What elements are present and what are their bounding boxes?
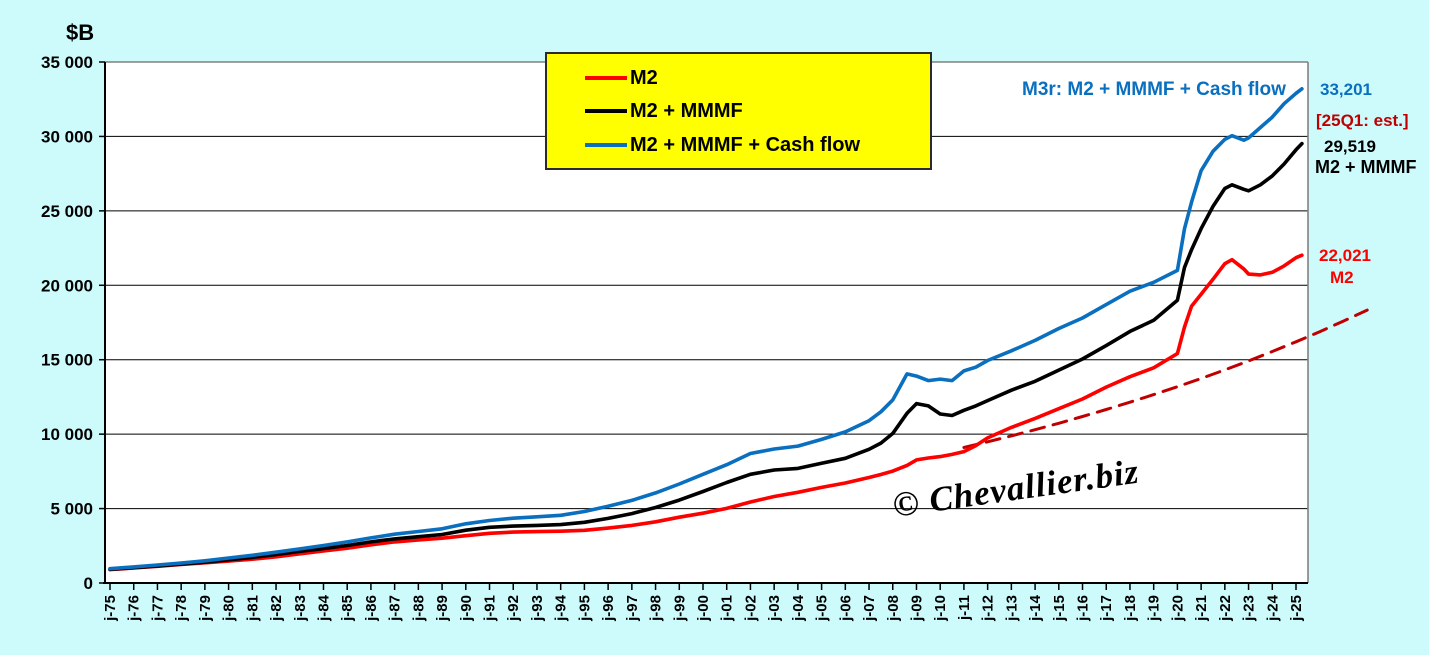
x-tick-label: j-88 (410, 595, 427, 622)
x-tick-label: j-00 (695, 595, 712, 622)
y-tick-label: 5 000 (50, 500, 93, 519)
y-tick-label: 25 000 (41, 202, 93, 221)
x-tick-label: j-24 (1264, 594, 1281, 622)
legend-item-m2: M2 (585, 68, 930, 88)
x-tick-label: j-98 (648, 595, 665, 622)
legend-label-m2: M2 (630, 66, 658, 89)
x-tick-label: j-25 (1288, 595, 1305, 622)
x-tick-label: j-02 (742, 595, 759, 622)
series-line-m2 (108, 253, 1304, 572)
x-tick-label: j-22 (1217, 595, 1234, 622)
m2-mmmf-series-label: M2 + MMMF (1315, 157, 1417, 177)
y-axis-unit-label: $B (66, 20, 95, 45)
x-tick-label: j-96 (600, 595, 617, 622)
x-tick-label: j-23 (1241, 595, 1258, 622)
x-tick-label: j-15 (1051, 595, 1068, 622)
x-tick-label: j-94 (553, 594, 570, 622)
legend-item-m2-mmmf: M2 + MMMF (585, 101, 930, 121)
x-tick-label: j-80 (221, 595, 238, 622)
x-tick-label: j-06 (837, 595, 854, 622)
x-tick-label: j-21 (1193, 595, 1210, 622)
series-line-m2-mmmf-cash-flow (108, 86, 1304, 571)
m2-mmmf-line-swatch (585, 109, 627, 113)
x-tick-label: j-11 (956, 595, 973, 621)
x-tick-label: j-78 (173, 595, 190, 622)
x-tick-label: j-87 (387, 595, 404, 622)
x-tick-label: j-04 (790, 594, 807, 622)
legend-label-m2-mmmf: M2 + MMMF (630, 100, 743, 122)
x-tick-label: j-19 (1146, 595, 1163, 622)
x-tick-label: j-10 (932, 595, 949, 622)
m3r-line-swatch (585, 142, 627, 147)
x-tick-label: j-92 (505, 595, 522, 622)
x-tick-label: j-97 (624, 595, 641, 622)
x-tick-label: j-76 (126, 595, 143, 622)
x-tick-label: j-99 (671, 595, 688, 622)
x-tick-label: j-90 (458, 595, 475, 622)
y-tick-label: 0 (84, 574, 93, 593)
y-tick-label: 20 000 (41, 276, 93, 295)
series-line-m2-mmmf (108, 141, 1304, 572)
y-tick-label: 10 000 (41, 425, 93, 444)
x-tick-label: j-08 (885, 595, 902, 622)
y-tick-label: 35 000 (41, 53, 93, 72)
series-line-m2-exponential-trend (962, 308, 1369, 449)
legend-box: M2 M2 + MMMF M2 + MMMF + Cash flow (545, 52, 932, 170)
y-tick-label: 15 000 (41, 351, 93, 370)
x-tick-label: j-89 (434, 595, 451, 622)
x-tick-label: j-13 (1003, 595, 1020, 622)
m2-end-value: 22,021 (1319, 246, 1371, 265)
x-tick-label: j-93 (529, 595, 546, 622)
x-tick-label: j-77 (149, 595, 166, 622)
x-tick-label: j-05 (814, 595, 831, 622)
y-tick-label: 30 000 (41, 127, 93, 146)
x-tick-label: j-95 (576, 595, 593, 622)
x-tick-label: j-01 (719, 595, 736, 622)
x-tick-label: j-82 (268, 595, 285, 622)
estimate-note: [25Q1: est.] (1316, 111, 1409, 130)
legend-label-m3r: M2 + MMMF + Cash flow (630, 133, 861, 156)
x-tick-label: j-16 (1075, 595, 1092, 622)
m2-line-swatch (585, 75, 627, 80)
m2-series-label: M2 (1330, 268, 1354, 287)
x-tick-label: j-84 (315, 594, 332, 622)
x-tick-label: j-12 (980, 595, 997, 622)
x-tick-label: j-81 (244, 595, 261, 622)
x-tick-label: j-79 (197, 595, 214, 622)
x-tick-label: j-17 (1098, 595, 1115, 622)
x-tick-label: j-14 (1027, 594, 1044, 622)
x-tick-label: j-75 (102, 595, 119, 622)
x-tick-label: j-91 (482, 595, 499, 622)
x-tick-label: j-09 (908, 595, 925, 622)
x-tick-label: j-20 (1169, 595, 1186, 622)
m3r-series-label: M3r: M2 + MMMF + Cash flow (1022, 79, 1286, 100)
x-tick-label: j-18 (1122, 595, 1139, 622)
x-tick-label: j-83 (292, 595, 309, 622)
m3r-end-value: 33,201 (1320, 80, 1372, 99)
x-tick-label: j-03 (766, 595, 783, 622)
x-tick-label: j-85 (339, 595, 356, 622)
m2-mmmf-end-value: 29,519 (1324, 137, 1376, 156)
x-tick-label: j-07 (861, 595, 878, 622)
x-tick-label: j-86 (363, 595, 380, 622)
legend-item-m3r: M2 + MMMF + Cash flow (585, 135, 930, 155)
